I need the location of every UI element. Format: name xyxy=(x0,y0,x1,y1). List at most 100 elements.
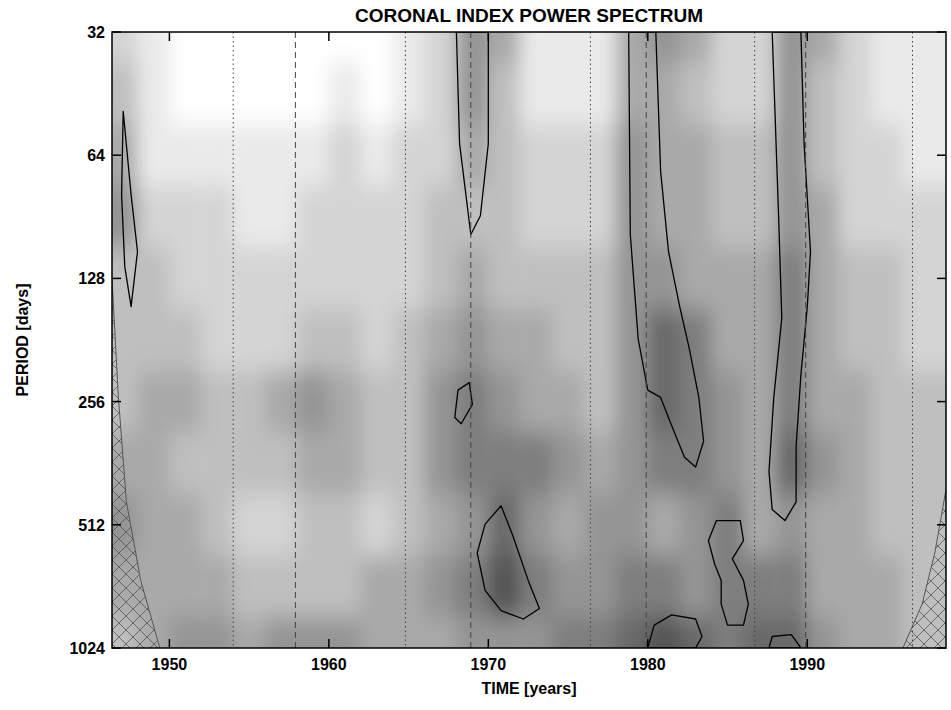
heat-cell xyxy=(903,248,946,310)
heat-cell xyxy=(488,371,520,433)
heat-cell xyxy=(201,124,233,186)
heat-cell xyxy=(743,32,775,63)
heat-cell xyxy=(648,309,680,371)
heat-cell xyxy=(552,248,584,310)
heat-cell xyxy=(775,617,807,648)
heat-cell xyxy=(520,617,552,648)
y-tick xyxy=(112,154,121,156)
heat-cell xyxy=(425,186,457,248)
heat-cell xyxy=(584,432,616,494)
cycle-minimum-line xyxy=(590,32,591,648)
heat-cell xyxy=(871,124,903,186)
heat-cell xyxy=(138,432,170,494)
heat-cell xyxy=(712,432,744,494)
heat-cell xyxy=(584,556,616,618)
heat-cell xyxy=(648,124,680,186)
heat-cell xyxy=(680,186,712,248)
heat-cell xyxy=(297,617,329,648)
heat-cell xyxy=(488,186,520,248)
heat-cell xyxy=(361,309,393,371)
heat-cell xyxy=(201,432,233,494)
heat-cell xyxy=(552,432,584,494)
heat-cell xyxy=(712,371,744,433)
heat-cell xyxy=(775,186,807,248)
heat-cell xyxy=(233,32,265,63)
heat-cell xyxy=(520,248,552,310)
heat-cell xyxy=(807,248,839,310)
heat-cell xyxy=(775,432,807,494)
heat-cell xyxy=(839,63,871,125)
heat-cell xyxy=(839,556,871,618)
heat-cell xyxy=(233,494,265,556)
heat-cell xyxy=(871,494,903,556)
heat-cell xyxy=(839,32,871,63)
heat-cell xyxy=(488,124,520,186)
heat-cell xyxy=(712,556,744,618)
x-tick-top xyxy=(328,32,330,41)
heat-cell xyxy=(871,248,903,310)
heat-cell xyxy=(743,617,775,648)
heat-cell xyxy=(488,63,520,125)
heat-cell xyxy=(201,186,233,248)
heat-cell xyxy=(775,124,807,186)
cycle-minimum-line xyxy=(912,32,913,648)
plot-background xyxy=(112,32,946,648)
heat-cell xyxy=(297,309,329,371)
heat-cell xyxy=(807,309,839,371)
heat-cell xyxy=(329,432,361,494)
significance-contour xyxy=(456,32,488,235)
heat-cell xyxy=(361,32,393,63)
heat-cell xyxy=(616,63,648,125)
heat-cell xyxy=(552,124,584,186)
heat-cell xyxy=(425,494,457,556)
y-tick xyxy=(112,524,121,526)
heat-cell xyxy=(552,32,584,63)
chart-title: CORONAL INDEX POWER SPECTRUM xyxy=(355,5,703,26)
heat-cell xyxy=(456,63,488,125)
heat-cell xyxy=(648,32,680,63)
heat-cell xyxy=(584,63,616,125)
heat-cell xyxy=(616,32,648,63)
heat-cell xyxy=(712,248,744,310)
heat-cell xyxy=(839,494,871,556)
heat-cell xyxy=(775,309,807,371)
heat-cell xyxy=(456,309,488,371)
heat-cell xyxy=(361,186,393,248)
heat-cell xyxy=(329,32,361,63)
heat-cell xyxy=(393,309,425,371)
heat-cell xyxy=(680,248,712,310)
heat-cell xyxy=(393,124,425,186)
x-tick-top xyxy=(807,32,809,41)
heat-cell xyxy=(616,494,648,556)
cycle-maximum-line xyxy=(646,32,647,648)
heat-cell xyxy=(520,124,552,186)
heat-cell xyxy=(807,124,839,186)
chart: 1950196019701980199032641282565121024COR… xyxy=(0,0,951,710)
heat-cell xyxy=(839,248,871,310)
heat-cell xyxy=(775,494,807,556)
cycle-maximum-line xyxy=(470,32,471,648)
heat-cell xyxy=(265,556,297,618)
coi-hatch xyxy=(903,490,946,648)
heat-cell xyxy=(743,248,775,310)
y-tick-right xyxy=(937,31,946,33)
heat-cell xyxy=(233,248,265,310)
y-axis-title: PERIOD [days] xyxy=(14,284,31,397)
heat-cell xyxy=(233,63,265,125)
heat-cell xyxy=(903,309,946,371)
heat-cell xyxy=(839,371,871,433)
heat-cell xyxy=(393,32,425,63)
y-tick xyxy=(112,401,121,403)
heat-cell xyxy=(329,617,361,648)
heat-cell xyxy=(839,186,871,248)
heat-cell xyxy=(520,432,552,494)
heat-cell xyxy=(807,432,839,494)
heat-cell xyxy=(393,494,425,556)
heat-cell xyxy=(425,63,457,125)
heat-cell xyxy=(871,309,903,371)
heat-cell xyxy=(138,124,170,186)
heat-cell xyxy=(361,432,393,494)
x-tick xyxy=(169,639,171,648)
x-tick-label: 1990 xyxy=(789,656,825,673)
heat-cell xyxy=(297,371,329,433)
